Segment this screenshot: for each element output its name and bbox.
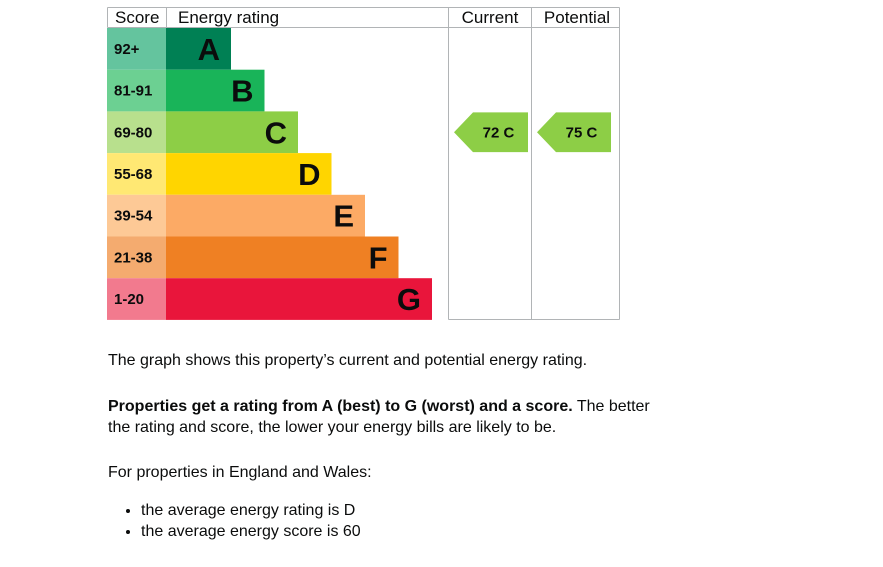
band-c-score-label: 69-80 [114,124,152,141]
band-a-score-cell [107,28,166,70]
potential-arrow-shape [537,112,611,153]
rating-arrows: 72 C 75 C [454,112,611,153]
band-g: 1-20 G [107,278,432,320]
band-b-score-cell [107,69,166,112]
band-f-bar [166,236,399,279]
average-list: the average energy rating is D the avera… [108,500,361,542]
band-a: 92+ A [107,28,231,70]
band-b: 81-91 B [107,69,265,112]
band-c-score-cell [107,111,166,154]
header-potential: Potential [544,8,610,27]
chart-grid [107,7,620,320]
band-g-score-label: 1-20 [114,291,144,308]
band-f-score-cell [107,236,166,279]
rating-paragraph-rest: The better the rating and score, the low… [108,398,650,436]
band-f: 21-38 F [107,236,399,279]
potential-arrow-label: 75 C [566,124,598,141]
band-c-letter: C [265,115,287,150]
header-energy-rating: Energy rating [178,8,279,27]
band-f-score-label: 21-38 [114,249,152,266]
intro-paragraph: The graph shows this property’s current … [108,352,588,369]
rating-bands: 92+ A 81-91 B 69-80 C 55-68 D 39-54 E 21-38 F 1-20 G [107,28,432,320]
band-d-score-cell [107,153,166,195]
band-g-bar [166,278,432,320]
band-c: 69-80 C [107,111,298,154]
list-item: the average energy score is 60 [141,521,361,542]
band-a-score-label: 92+ [114,41,140,58]
band-e-score-label: 39-54 [114,208,153,225]
band-d: 55-68 D [107,153,332,195]
band-d-bar [166,153,332,195]
band-a-bar [166,28,231,70]
band-g-score-cell [107,278,166,320]
energy-rating-chart: Score Energy rating Current Potential 92… [107,7,620,320]
band-e: 39-54 E [107,194,365,237]
band-e-score-cell [107,194,166,237]
rating-paragraph-bold: Properties get a rating from A (best) to… [108,398,573,415]
band-c-bar [166,111,298,154]
band-d-letter: D [298,157,320,192]
band-b-letter: B [231,74,253,109]
current-rating-arrow: 72 C [454,112,528,153]
potential-rating-arrow: 75 C [537,112,611,153]
rating-paragraph: Properties get a rating from A (best) to… [108,396,668,438]
band-a-letter: A [198,32,220,67]
current-arrow-label: 72 C [483,124,515,141]
band-d-score-label: 55-68 [114,166,152,183]
current-arrow-shape [454,112,528,153]
header-score: Score [115,8,159,27]
band-e-letter: E [333,199,354,234]
band-g-letter: G [397,282,421,317]
band-b-bar [166,69,265,112]
header-current: Current [462,8,519,27]
regional-intro: For properties in England and Wales: [108,464,372,481]
band-b-score-label: 81-91 [114,83,152,100]
band-e-bar [166,194,365,237]
band-f-letter: F [369,240,388,275]
list-item: the average energy rating is D [141,500,361,521]
